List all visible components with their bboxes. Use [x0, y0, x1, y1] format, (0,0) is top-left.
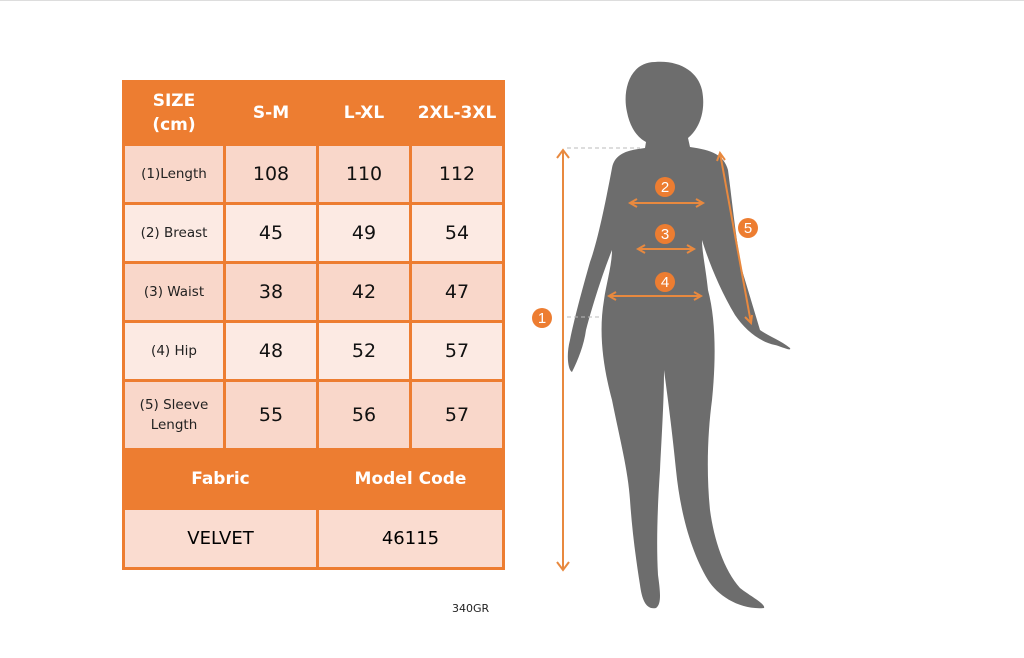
model-code-label: Model Code: [316, 448, 505, 510]
cell: 55: [223, 379, 319, 451]
cell: 49: [316, 202, 412, 264]
header-size: SIZE (cm): [122, 80, 226, 146]
header-l-xl: L-XL: [316, 80, 412, 146]
cell: 48: [223, 320, 319, 382]
fabric-header-row: Fabric Model Code: [122, 448, 505, 510]
cell: 47: [409, 261, 505, 323]
marker-2: 2: [661, 179, 669, 196]
measurement-markers: 1 2 3 4 5: [532, 177, 758, 328]
fabric-value: VELVET: [122, 507, 319, 570]
cell: 56: [316, 379, 412, 451]
female-silhouette: [567, 61, 791, 609]
table-row: (3) Waist 38 42 47: [122, 261, 505, 323]
row-label: (3) Waist: [122, 261, 226, 323]
table-row: (2) Breast 45 49 54: [122, 202, 505, 264]
cell: 110: [316, 143, 412, 205]
cell: 54: [409, 202, 505, 264]
row-label: (1)Length: [122, 143, 226, 205]
fabric-value-row: VELVET 46115: [122, 507, 505, 570]
cell: 112: [409, 143, 505, 205]
marker-4: 4: [661, 274, 669, 291]
marker-3: 3: [661, 226, 669, 243]
header-2xl-3xl: 2XL-3XL: [409, 80, 505, 146]
fabric-label: Fabric: [122, 448, 319, 510]
table-row: (1)Length 108 110 112: [122, 143, 505, 205]
table-row: (4) Hip 48 52 57: [122, 320, 505, 382]
header-s-m: S-M: [223, 80, 319, 146]
size-chart-table: SIZE (cm) S-M L-XL 2XL-3XL (1)Length 108 1…: [122, 80, 505, 570]
top-divider: [0, 0, 1024, 1]
row-label: (2) Breast: [122, 202, 226, 264]
weight-note: 340GR: [452, 602, 490, 615]
cell: 38: [223, 261, 319, 323]
table-row: (5) Sleeve Length 55 56 57: [122, 379, 505, 451]
cell: 42: [316, 261, 412, 323]
row-label: (5) Sleeve Length: [122, 379, 226, 451]
cell: 57: [409, 379, 505, 451]
cell: 52: [316, 320, 412, 382]
cell: 45: [223, 202, 319, 264]
model-code-value: 46115: [316, 507, 505, 570]
row-label: (4) Hip: [122, 320, 226, 382]
marker-1: 1: [538, 310, 546, 327]
marker-5: 5: [744, 220, 752, 237]
cell: 57: [409, 320, 505, 382]
cell: 108: [223, 143, 319, 205]
measurement-lines: [556, 147, 753, 572]
header-row: SIZE (cm) S-M L-XL 2XL-3XL: [122, 80, 505, 146]
